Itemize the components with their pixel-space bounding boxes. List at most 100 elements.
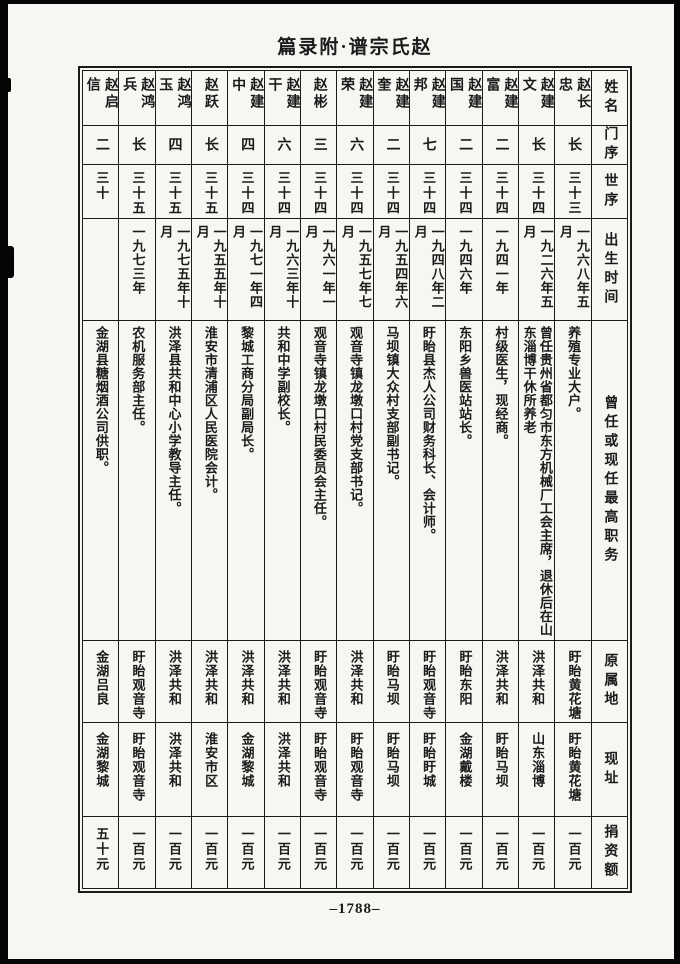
donation-text: 一百元 [166,827,182,872]
cell-name: 赵建奎 [374,71,409,125]
cell-origin: 盱眙观音寺 [410,640,446,722]
cell-name: 赵建邦 [410,71,445,125]
cell-address: 山东淄博 [519,722,555,816]
address-text: 盱眙观音寺 [312,732,328,802]
cell-generation: 三十五 [155,164,192,218]
cell-birth: 一九六三年十月 [264,218,301,320]
cell-birth: 一九七五年十月 [155,218,192,320]
birth-text: 一九六一年一月 [303,225,336,309]
branch-text: 二 [93,137,109,153]
cell-donation: 一百元 [155,816,192,888]
cell-name: 赵长忠 [555,71,590,125]
table-body: 姓名 门序 世序 出生时间 曾任或现任最高职务 原属地 现址 捐资额 赵长忠长三… [82,70,628,889]
cell-address: 盱眙观音寺 [119,722,155,816]
cell-address: 盱眙马坝 [373,722,410,816]
person-column: 赵鸿玉四三十五 一九七五年十月 洪泽县共和中心小学教导主任。 洪泽共和 洪泽共和 一百元 [154,71,192,888]
cell-origin: 洪泽共和 [337,640,373,722]
address-text: 盱眙黄花塘 [566,732,582,802]
name-text: 赵建富 [484,77,518,111]
birth-text: 一九五四年六月 [376,225,409,309]
cell-address: 金湖黎城 [228,722,264,816]
cell-donation: 一百元 [192,816,228,888]
cell-origin: 洪泽共和 [192,640,228,722]
person-column: 赵建中四三十四 一九七一年四月 黎城工商分局副局长。 洪泽共和 金湖黎城 一百元 [227,71,264,888]
cell-donation: 一百元 [264,816,301,888]
cell-name: 赵彬 [301,71,336,125]
cell-birth: 一九四八年二月 [410,218,446,320]
person-column: 赵建干六三十四 一九六三年十月 共和中学副校长。 洪泽共和 洪泽共和 一百元 [263,71,301,888]
position-text: 马坝镇大众村支部副书记。 [384,326,400,488]
cell-name: 赵启信 [83,71,118,125]
cell-name: 赵建国 [446,71,481,125]
cell-generation: 三十四 [446,164,482,218]
generation-text: 三十三 [566,171,582,216]
cell-origin: 洪泽共和 [482,640,519,722]
cell-generation: 三十五 [192,164,228,218]
position-text: 盱眙县杰人公司财务科长、会计师。 [420,326,436,542]
position-text: 东阳乡兽医站站长。 [457,326,473,448]
cell-donation: 一百元 [555,816,591,888]
cell-branch: 长 [119,125,155,164]
cell-generation: 三十四 [264,164,301,218]
cell-donation: 一百元 [519,816,555,888]
cell-position: 东阳乡兽医站站长。 [446,320,482,640]
cell-position: 盱眙县杰人公司财务科长、会计师。 [410,320,446,640]
person-column: 赵建国二三十四 一九四六年 东阳乡兽医站站长。 盱眙东阳 金湖戴楼 一百元 [445,71,482,888]
paper-sheet: 篇录附·谱宗氏赵 姓名 门序 世序 出生时间 曾任或现任最高职务 原属地 现址 … [8,4,674,959]
generation-text: 三十四 [421,171,437,216]
donation-text: 一百元 [530,827,546,872]
cell-birth: 一九四六年 [446,218,482,320]
cell-birth: 一九二六年五月 [519,218,555,320]
header-cell: 曾任或现任最高职务 [591,320,627,640]
branch-text: 三 [311,137,327,153]
birth-text: 一九二六年五月 [521,225,554,309]
branch-text: 四 [239,137,255,153]
cell-position: 观音寺镇龙墩口村党支部书记。 [337,320,373,640]
cell-donation: 一百元 [482,816,519,888]
cell-address: 盱眙观音寺 [337,722,373,816]
cell-address: 盱眙盱城 [410,722,446,816]
address-text: 盱眙盱城 [421,732,437,788]
birth-text: 一九七五年十月 [158,225,191,309]
page-number: –1788– [329,901,381,917]
birth-text: 一九五五年十月 [194,225,227,309]
birth-text: 一九七一年四月 [231,225,263,309]
birth-text: 一九四六年 [457,225,473,295]
cell-position: 淮安市清浦区人民医院会计。 [192,320,228,640]
branch-text: 长 [130,137,146,153]
birth-text: 一九七三年 [130,225,146,295]
cell-birth [83,218,119,320]
branch-text: 长 [202,137,218,153]
position-text: 农机服务部主任。 [130,326,146,434]
birth-text: 一九四一年 [493,225,509,295]
position-text: 养殖专业大户。 [566,326,582,421]
header-cell: 现址 [591,722,627,816]
address-text: 洪泽共和 [275,732,291,788]
cell-generation: 三十四 [301,164,337,218]
origin-text: 盱眙观音寺 [130,650,146,720]
cell-birth: 一九七三年 [119,218,155,320]
cell-donation: 一百元 [301,816,337,888]
origin-text: 金湖吕良 [94,650,110,706]
cell-branch: 三 [301,125,337,164]
generation-text: 三十四 [530,171,546,216]
name-text: 赵跃 [202,77,218,111]
cell-birth: 一九五七年七月 [337,218,373,320]
name-text: 赵长忠 [557,77,591,111]
position-text: 金湖县糖烟酒公司供职。 [93,326,109,475]
cell-generation: 三十四 [373,164,410,218]
name-text: 赵建文 [520,77,554,111]
birth-text: 一九五七年七月 [340,225,372,309]
origin-text: 洪泽共和 [203,650,219,706]
genealogy-table: 姓名 门序 世序 出生时间 曾任或现任最高职务 原属地 现址 捐资额 赵长忠长三… [78,66,632,893]
cell-position: 共和中学副校长。 [264,320,301,640]
generation-text: 三十五 [130,171,146,216]
cell-origin: 盱眙观音寺 [301,640,337,722]
origin-text: 盱眙黄花塘 [566,650,582,720]
cell-generation: 三十四 [519,164,555,218]
cell-position: 马坝镇大众村支部副书记。 [373,320,410,640]
cell-name: 赵建干 [265,71,300,125]
cell-origin: 洪泽共和 [155,640,192,722]
row-label-donation: 捐资额 [602,824,618,881]
cell-generation: 三十五 [119,164,155,218]
